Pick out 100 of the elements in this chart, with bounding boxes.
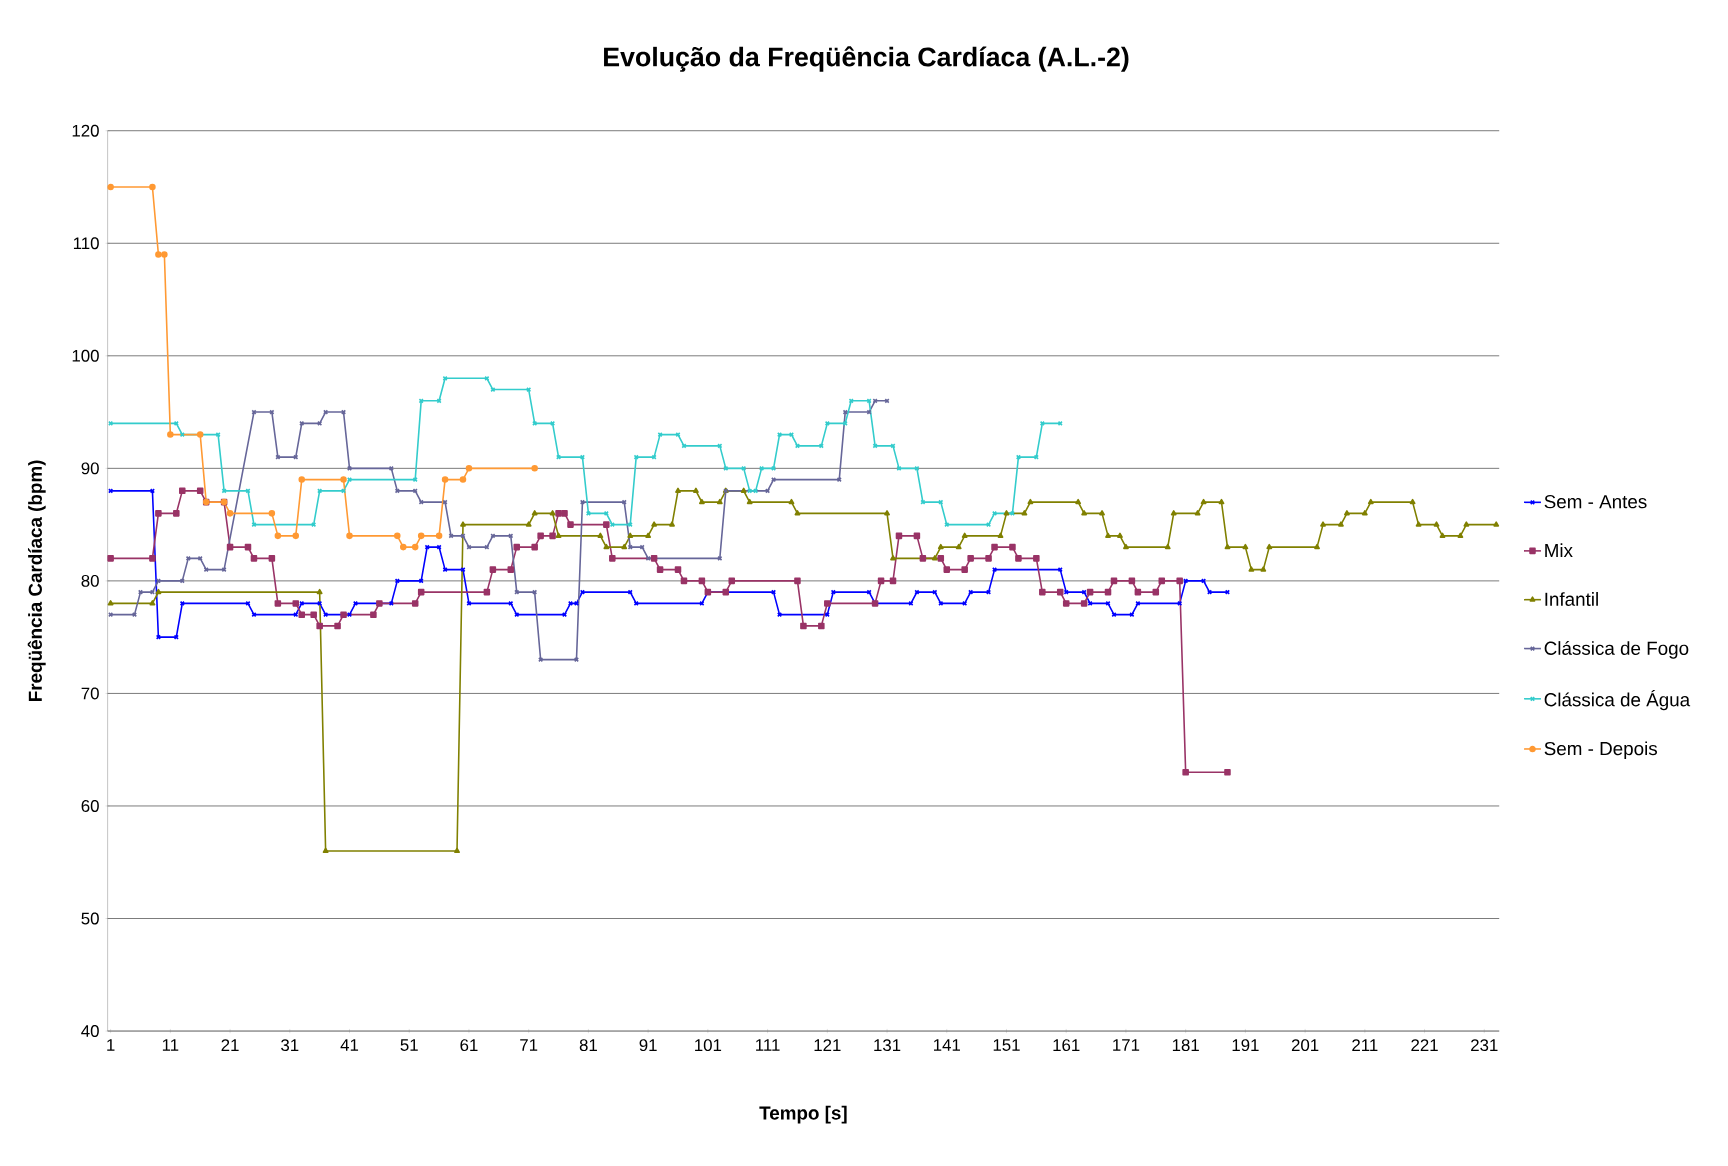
point [346, 532, 353, 540]
point [585, 510, 591, 517]
y-tick-label: 70 [81, 687, 99, 700]
point [824, 612, 830, 618]
x-tick-label: 231 [1471, 1039, 1498, 1052]
x-tick-label: 221 [1411, 1039, 1438, 1052]
x-tick-label: 51 [400, 1039, 418, 1052]
point [992, 510, 998, 517]
point [394, 532, 401, 540]
point [986, 522, 992, 528]
x-axis-title: Tempo [s] [759, 1105, 847, 1124]
y-axis-title: Freqüência Cardíaca (bpm) [27, 460, 46, 702]
point [514, 612, 520, 618]
point [352, 600, 359, 607]
legend-label: Clássica de Água [1544, 690, 1691, 711]
point [388, 600, 394, 607]
point [155, 251, 162, 258]
x-tick-label: 171 [1113, 1039, 1140, 1051]
y-tick-label: 40 [81, 1025, 99, 1038]
x-tick-label: 131 [874, 1039, 901, 1052]
x-tick-label: 11 [162, 1039, 179, 1051]
point [167, 431, 174, 438]
point [741, 465, 747, 472]
x-tick-label: 191 [1232, 1039, 1259, 1052]
point [992, 567, 998, 573]
point [435, 532, 443, 540]
y-tick-label: 120 [72, 124, 99, 137]
point [531, 465, 538, 472]
point [1039, 420, 1045, 426]
x-tick-label: 61 [460, 1039, 478, 1052]
point [388, 465, 394, 472]
point [561, 612, 568, 618]
point [550, 420, 556, 426]
point [323, 612, 329, 618]
point [532, 420, 538, 426]
y-tick-label: 90 [81, 462, 99, 475]
point [465, 465, 473, 472]
point [417, 532, 425, 540]
point [292, 532, 300, 540]
x-tick-label: 211 [1352, 1039, 1378, 1052]
point [609, 522, 615, 528]
point [317, 600, 323, 607]
point [603, 510, 609, 517]
x-tick-label: 111 [756, 1039, 780, 1051]
legend-label: Mix [1545, 543, 1573, 558]
x-tick-label: 91 [639, 1039, 657, 1052]
point [185, 555, 191, 562]
x-tick-label: 141 [934, 1039, 960, 1051]
point [317, 420, 323, 426]
x-tick-label: 31 [281, 1039, 299, 1052]
point [299, 420, 305, 426]
y-tick-label: 110 [73, 237, 99, 250]
y-tick-label: 50 [81, 912, 99, 925]
x-tick-label: 81 [579, 1039, 597, 1052]
point [173, 420, 179, 426]
point [226, 510, 234, 517]
point [759, 465, 765, 472]
point [824, 420, 830, 426]
point [771, 477, 777, 483]
point [962, 600, 968, 607]
point [161, 251, 168, 258]
point [274, 532, 282, 540]
point [411, 543, 419, 551]
y-tick-label: 100 [72, 349, 99, 362]
x-tick-label: 181 [1172, 1039, 1199, 1052]
point [298, 476, 305, 483]
x-tick-label: 41 [340, 1039, 359, 1051]
x-tick-label: 121 [814, 1039, 841, 1052]
point [538, 657, 544, 663]
point [1177, 600, 1183, 607]
point [293, 612, 299, 618]
point [107, 183, 114, 191]
point [842, 420, 848, 426]
point [441, 476, 449, 483]
point [459, 476, 467, 483]
point [179, 600, 185, 607]
point [311, 522, 317, 528]
point [268, 510, 276, 517]
point [776, 612, 783, 618]
legend-label: Sem - Depois [1544, 741, 1658, 760]
y-tick-label: 80 [81, 575, 99, 587]
point [776, 432, 783, 438]
point [788, 432, 795, 438]
legend-label: Infantil [1545, 592, 1598, 607]
point [346, 477, 353, 483]
legend-label: Sem - Antes [1544, 495, 1647, 509]
x-tick-label: 151 [993, 1039, 1020, 1052]
x-tick-label: 101 [695, 1039, 722, 1052]
x-tick-label: 21 [221, 1039, 239, 1052]
point [251, 409, 257, 415]
point [340, 476, 347, 483]
x-tick-label: 71 [520, 1039, 538, 1051]
point [1009, 510, 1015, 517]
y-tick-label: 60 [81, 800, 99, 813]
legend-label: Clássica de Fogo [1544, 641, 1689, 659]
x-tick-label: 1 [107, 1039, 115, 1051]
point [771, 465, 777, 472]
point [400, 543, 407, 551]
point [196, 431, 204, 438]
point [149, 183, 156, 191]
